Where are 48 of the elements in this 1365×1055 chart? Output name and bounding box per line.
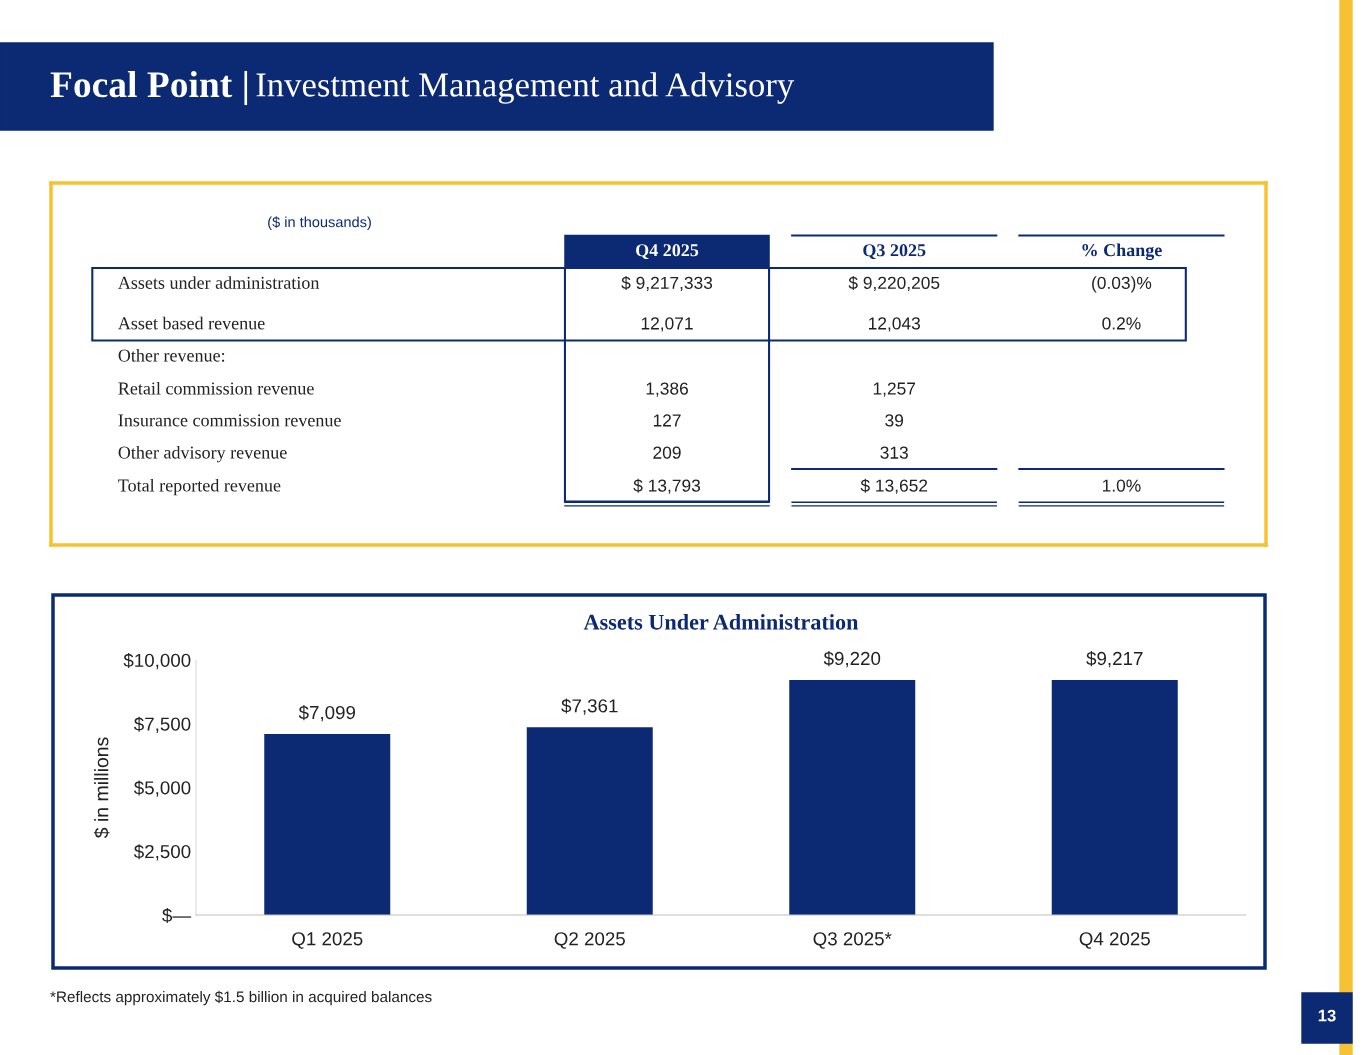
text: 39 — [885, 414, 904, 427]
bar — [264, 733, 391, 915]
y-tick-label: $7,500 — [134, 716, 191, 733]
data-label: $9,220 — [823, 651, 881, 668]
text: 1,386 — [646, 382, 688, 397]
text: $ 9,217,333 — [621, 276, 713, 292]
bar — [526, 727, 653, 915]
category-label: Q4 2025 — [636, 244, 699, 260]
text: 12,071 — [641, 317, 693, 332]
category-label: Assets under administration — [118, 276, 320, 289]
text: 1.0% — [1102, 479, 1141, 492]
text: (0.03)% — [1092, 276, 1152, 293]
category-label: Other advisory revenue — [118, 445, 287, 463]
chart-title: Assets Under Administration — [583, 614, 859, 630]
y-tick-label: $5,000 — [134, 780, 191, 797]
y-tick-label: $— — [162, 907, 192, 924]
text: 13 — [1318, 1009, 1336, 1022]
data-label: $9,217 — [1086, 651, 1143, 668]
text: *Reflects approximately $1.5 billion in acquired balances — [50, 990, 432, 1006]
bar — [1051, 679, 1178, 915]
x-tick-label: Q1 2025 — [292, 932, 363, 949]
data-label: $7,361 — [561, 698, 618, 715]
text: 0.2% — [1102, 317, 1141, 330]
text: Focal Point | Investment Management and Advisory — [50, 70, 795, 106]
y-tick-label: $2,500 — [134, 844, 191, 861]
category-label: Total reported revenue — [118, 478, 281, 496]
bar — [789, 679, 916, 915]
text: 127 — [653, 414, 681, 427]
category-label: Q3 2025 — [863, 244, 926, 260]
category-label: Insurance commission revenue — [118, 414, 341, 427]
y-axis-title: $ in millions — [93, 737, 110, 839]
y-tick-label: $10,000 — [123, 652, 191, 670]
data-label: $7,099 — [298, 705, 356, 722]
x-tick-label: Q2 2025 — [554, 932, 625, 949]
x-tick-label: Q4 2025 — [1079, 932, 1150, 949]
category-label: Other revenue: — [118, 348, 225, 362]
text: $ 13,652 — [860, 478, 928, 494]
text: 12,043 — [868, 317, 920, 332]
category-label: % Change — [1082, 243, 1162, 261]
text: ($ in thousands) — [268, 216, 371, 231]
text: $ 13,793 — [633, 478, 701, 494]
category-label: Asset based revenue — [118, 316, 265, 330]
category-label: Retail commission revenue — [118, 381, 314, 395]
text: 1,257 — [873, 382, 916, 397]
text: $ 9,220,205 — [848, 276, 940, 292]
text: 209 — [653, 446, 681, 459]
text: 313 — [880, 446, 908, 459]
x-tick-label: Q3 2025* — [813, 932, 892, 949]
